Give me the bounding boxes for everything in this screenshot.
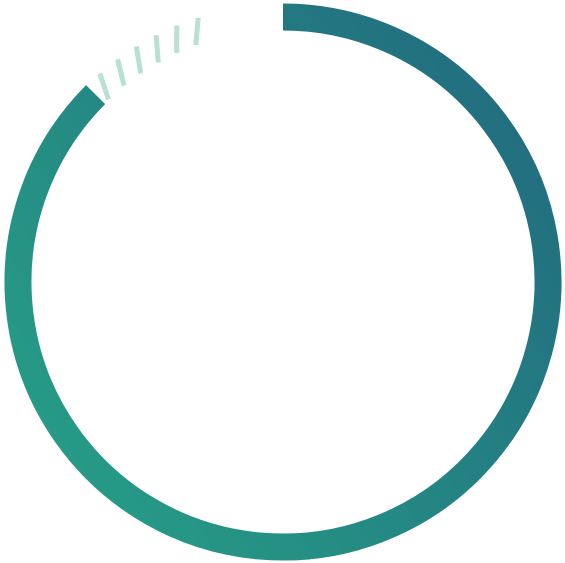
remaining-dash: [193, 17, 201, 46]
remaining-dash: [133, 46, 144, 74]
remaining-dash: [97, 72, 111, 101]
progress-arc: [4, 3, 562, 561]
remaining-dash: [115, 58, 127, 87]
remaining-dashes: [97, 17, 201, 101]
remaining-dash: [153, 34, 161, 63]
